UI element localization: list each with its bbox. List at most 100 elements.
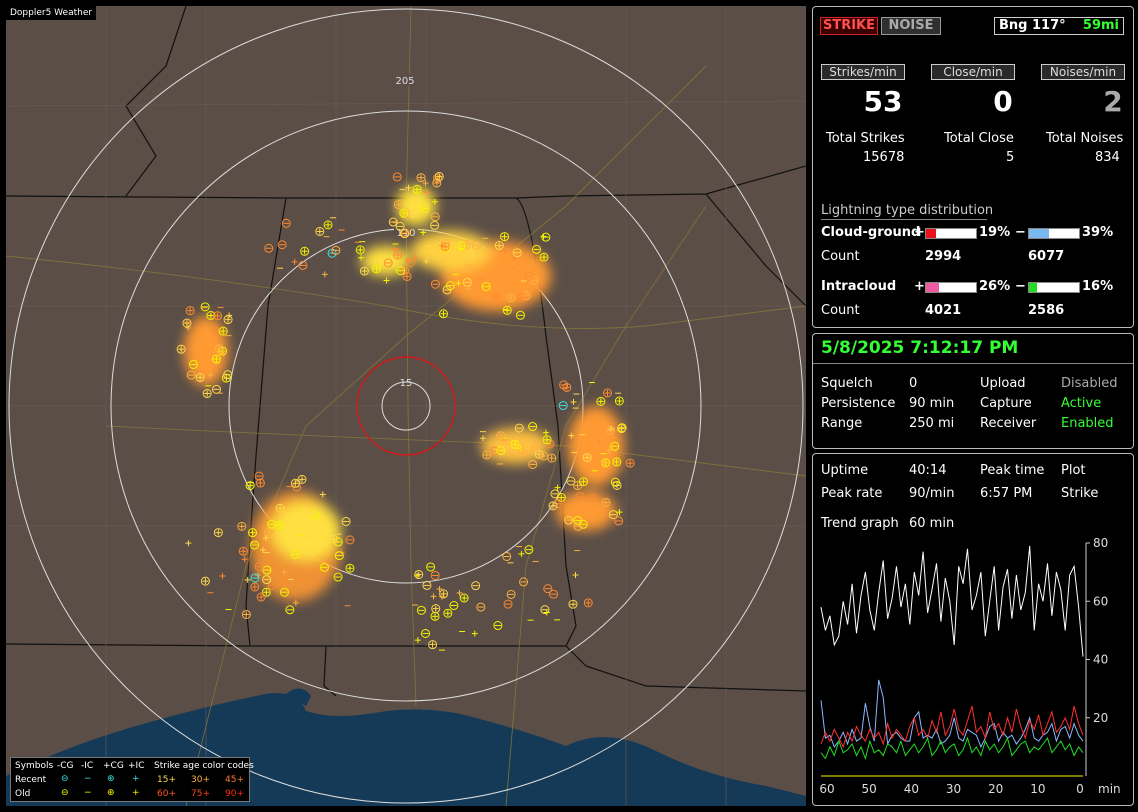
- cg-negative-percent: 39%: [1082, 225, 1114, 240]
- lightning-map[interactable]: 205 110 15 Doppler5 Weather Symbols -CG …: [6, 6, 806, 806]
- strike-symbol: [548, 501, 558, 511]
- ic-negative-count: 2586: [1028, 303, 1065, 318]
- strike-symbol: [514, 423, 524, 433]
- strike-symbol-mark: [258, 594, 265, 601]
- strike-symbol-mark: [456, 589, 463, 596]
- legend-col-neg-cg: -CG: [57, 761, 74, 771]
- strikes-per-min-button[interactable]: Strikes/min: [821, 64, 905, 80]
- strike-symbol: [250, 573, 260, 583]
- x-axis-unit: min: [1098, 782, 1121, 796]
- strike-symbol: [518, 447, 528, 457]
- legend-old-neg-ic-icon: −: [84, 788, 92, 798]
- strike-symbol: [549, 589, 559, 599]
- y-tick-label: 20: [1093, 711, 1108, 725]
- strike-symbol-mark: [277, 505, 284, 512]
- strike-summary-panel: STRIKE NOISE Bng 117° 59mi Strikes/min C…: [812, 6, 1134, 328]
- range-value: 250 mi: [909, 416, 955, 431]
- strike-symbol: [430, 279, 440, 289]
- strike-symbol-mark: [436, 173, 443, 180]
- strike-symbol: [237, 521, 247, 531]
- strike-symbol-mark: [603, 499, 610, 506]
- strike-symbol-mark: [414, 186, 421, 193]
- strike-symbol: [575, 492, 585, 502]
- strike-symbol-mark: [480, 435, 487, 442]
- strike-symbol-mark: [204, 390, 211, 397]
- strike-symbol: [420, 204, 430, 214]
- strike-symbol: [218, 326, 228, 336]
- strike-symbol: [297, 474, 307, 484]
- strike-symbol: [438, 309, 448, 319]
- strike-symbol: [503, 599, 513, 609]
- settings-panel: 5/8/2025 7:12:17 PM Squelch 0 Persistenc…: [812, 333, 1134, 449]
- strike-symbol: [456, 241, 466, 251]
- strike-symbol-mark: [607, 426, 614, 433]
- strike-symbol: [341, 516, 351, 526]
- strike-symbol-mark: [187, 307, 194, 314]
- strikes-per-min-value: 53: [863, 85, 903, 118]
- upload-label: Upload: [980, 376, 1026, 391]
- plot-value[interactable]: Strike: [1061, 486, 1099, 501]
- strike-symbol-mark: [243, 611, 250, 618]
- strike-symbol-mark: [240, 548, 247, 555]
- total-strikes-value: 15678: [863, 150, 905, 165]
- noise-indicator[interactable]: NOISE: [881, 17, 941, 35]
- strike-symbol-mark: [483, 451, 490, 458]
- strike-symbol: [496, 431, 506, 441]
- strike-symbol: [471, 581, 481, 591]
- peak-rate-label: Peak rate: [821, 486, 883, 501]
- legend-recent-pos-cg-icon: ⊕: [107, 774, 115, 784]
- receiver-label: Receiver: [980, 416, 1037, 431]
- strike-symbol: [566, 476, 576, 486]
- strike-symbol: [524, 271, 534, 281]
- strike-symbol: [471, 240, 481, 250]
- y-tick-label: 40: [1093, 653, 1108, 667]
- x-tick-label: 40: [904, 782, 919, 796]
- strike-symbol-mark: [554, 484, 561, 491]
- strike-symbol: [416, 173, 426, 183]
- strike-symbol: [449, 601, 459, 611]
- legend-col-pos-cg: +CG: [103, 761, 124, 771]
- strike-symbol-mark: [361, 268, 368, 275]
- strike-symbol: [541, 232, 551, 242]
- strike-symbol-mark: [508, 294, 515, 301]
- strike-symbol: [275, 503, 285, 513]
- strike-symbol: [596, 396, 606, 406]
- strike-symbol-mark: [178, 346, 185, 353]
- strike-symbol: [279, 576, 289, 586]
- cg-negative-bar: [1028, 228, 1080, 239]
- strike-symbol: [582, 453, 592, 463]
- total-strikes-label: Total Strikes: [826, 131, 905, 146]
- strike-symbol-mark: [197, 374, 204, 381]
- strike-symbol: [255, 478, 265, 488]
- trend-series-line: [820, 705, 1084, 749]
- legend-age-title: Strike age color codes: [154, 761, 254, 771]
- receiver-status[interactable]: Enabled: [1061, 416, 1114, 431]
- strike-symbol-mark: [627, 460, 634, 467]
- strike-symbol: [223, 370, 233, 380]
- cg-positive-bar: [925, 228, 977, 239]
- strike-symbol: [200, 302, 210, 312]
- upload-status[interactable]: Disabled: [1061, 376, 1118, 391]
- trend-graph-value[interactable]: 60 min: [909, 516, 955, 531]
- strike-symbol-mark: [604, 389, 611, 396]
- strike-indicator[interactable]: STRIKE: [820, 17, 878, 35]
- strike-symbol: [433, 173, 443, 183]
- strike-symbol: [464, 263, 474, 273]
- ic-negative-percent: 16%: [1082, 279, 1114, 294]
- strike-symbol-mark: [422, 179, 429, 186]
- strike-symbol: [176, 344, 186, 354]
- strike-symbol-mark: [601, 460, 608, 467]
- strike-symbol-mark: [511, 441, 518, 448]
- strike-symbol-mark: [542, 429, 549, 436]
- uptime-label: Uptime: [821, 463, 869, 478]
- close-range-ring: [356, 356, 456, 456]
- noises-per-min-button[interactable]: Noises/min: [1041, 64, 1125, 80]
- y-tick-label: 60: [1093, 594, 1108, 608]
- strike-symbol-mark: [501, 248, 508, 255]
- strike-symbol: [422, 580, 432, 590]
- strike-symbol-mark: [405, 184, 412, 191]
- capture-status[interactable]: Active: [1061, 396, 1102, 411]
- close-per-min-button[interactable]: Close/min: [931, 64, 1015, 80]
- squelch-value: 0: [909, 376, 918, 391]
- strike-symbol: [267, 519, 277, 529]
